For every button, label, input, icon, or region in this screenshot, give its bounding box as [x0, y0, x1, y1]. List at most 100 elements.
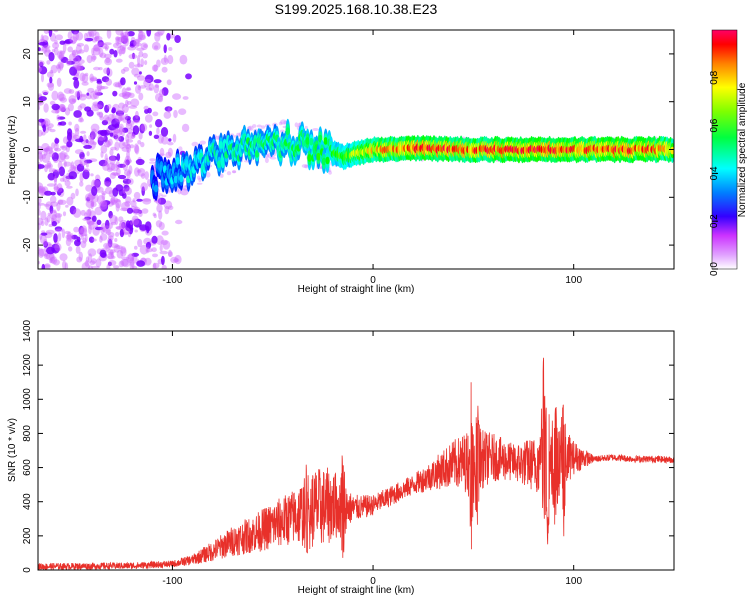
spectrogram-noise-blob — [53, 209, 57, 214]
spectrogram-ytick-label: 10 — [22, 96, 33, 108]
spectrogram-noise-blob — [156, 204, 163, 213]
spectrogram-noise-blob — [83, 44, 90, 53]
spectrogram-noise-blob — [57, 189, 62, 196]
spectrogram-noise-blob — [85, 256, 89, 264]
spectrogram-noise-blob — [100, 200, 108, 207]
spectrogram-halo-blob — [261, 125, 266, 129]
spectrogram-noise-blob — [105, 229, 112, 236]
spectrogram-noise-blob — [98, 201, 108, 210]
spectrogram-noise-blob — [128, 178, 134, 185]
colorbar-tick-label: 0.0 — [709, 262, 720, 276]
spectrogram-noise-blob — [140, 173, 146, 179]
spectrogram-noise-blob — [138, 132, 143, 140]
spectrogram-noise-blob — [71, 30, 80, 35]
spectrogram-noise-blob — [120, 246, 127, 254]
spectrogram-noise-blob — [86, 194, 96, 200]
spectrogram-noise-blob — [86, 209, 92, 217]
spectrogram-noise-blob — [84, 216, 92, 220]
spectrogram-noise-blob — [94, 36, 100, 42]
spectrogram-noise-blob — [158, 210, 163, 220]
spectrogram-noise-blob — [175, 219, 183, 225]
spectrogram-noise-blob — [99, 233, 108, 241]
spectrogram-noise-blob — [72, 50, 76, 58]
spectrogram-noise-blob — [160, 126, 169, 137]
spectrogram-noise-blob — [66, 185, 73, 189]
spectrogram-noise-blob — [118, 222, 125, 230]
spectrogram-noise-blob — [115, 58, 123, 63]
spectrogram-noise-blob — [79, 103, 86, 109]
snr-ytick-label: 400 — [22, 493, 33, 510]
spectrogram-noise-blob — [81, 73, 89, 84]
snr-ytick-label: 200 — [22, 527, 33, 544]
spectrogram-noise-blob — [84, 159, 93, 164]
spectrogram-noise-blob — [142, 198, 152, 205]
spectrogram-noise-blob — [113, 81, 122, 88]
spectrogram-noise-blob — [140, 182, 148, 192]
spectrogram-noise-blob — [123, 36, 129, 47]
spectrogram-noise-blob — [38, 118, 44, 123]
spectrogram-noise-blob — [54, 39, 58, 45]
spectrogram-noise-blob — [44, 253, 48, 257]
spectrogram-noise-blob — [105, 186, 113, 195]
spectrogram-noise-blob — [104, 153, 108, 164]
spectrogram-noise-blob — [82, 217, 90, 221]
spectrogram-noise-blob — [61, 228, 66, 239]
spectrogram-noise-blob — [44, 164, 48, 173]
spectrogram-noise-blob — [87, 208, 92, 218]
spectrogram-halo-blob — [294, 122, 299, 128]
spectrogram-noise-blob — [141, 208, 149, 214]
spectrogram-noise-blob — [104, 53, 112, 59]
spectrogram-noise-blob — [109, 172, 116, 179]
spectrogram-noise-blob — [96, 111, 101, 116]
spectrogram-noise-blob — [166, 79, 172, 86]
spectrogram-noise-blob — [157, 30, 165, 36]
spectrogram-noise-blob — [105, 219, 110, 230]
spectrogram-noise-blob — [58, 93, 66, 102]
spectrogram-noise-blob — [148, 83, 154, 91]
spectrogram-noise-blob — [137, 62, 141, 67]
spectrogram-noise-blob — [106, 253, 114, 260]
spectrogram-noise-blob — [87, 265, 94, 269]
spectrogram-noise-blob — [144, 114, 153, 123]
spectrogram-noise-blob — [173, 258, 180, 263]
spectrogram-noise-blob — [53, 186, 60, 191]
spectrogram-noise-blob — [167, 107, 171, 114]
spectrogram-noise-blob — [72, 166, 77, 170]
spectrogram-noise-blob — [163, 200, 173, 210]
spectrogram-noise-blob — [122, 161, 128, 171]
spectrogram-noise-blob — [55, 34, 63, 41]
spectrogram-noise-blob — [136, 169, 142, 173]
spectrogram-noise-blob — [155, 93, 163, 102]
spectrogram-noise-blob — [78, 225, 85, 235]
spectrogram-noise-blob — [84, 37, 94, 42]
spectrogram-noise-blob — [129, 261, 135, 269]
spectrogram-noise-blob — [152, 111, 159, 117]
spectrogram-noise-blob — [116, 167, 121, 177]
spectrogram-noise-blob — [87, 87, 95, 93]
spectrogram-noise-blob — [101, 76, 110, 83]
spectrogram-noise-blob — [44, 49, 51, 53]
spectrogram-noise-blob — [104, 58, 112, 66]
spectrogram-noise-blob — [125, 196, 132, 204]
spectrogram-noise-blob — [69, 233, 74, 243]
spectrogram-noise-blob — [107, 238, 113, 248]
spectrogram-noise-blob — [65, 204, 69, 208]
spectrogram-noise-blob — [102, 225, 111, 234]
spectrogram-noise-blob — [59, 50, 66, 55]
spectrogram-noise-blob — [158, 222, 165, 230]
spectrogram-halo-blob — [196, 182, 203, 185]
spectrogram-noise-blob — [134, 64, 143, 68]
spectrogram-noise-blob — [124, 30, 129, 39]
spectrogram-marks — [38, 30, 674, 269]
spectrogram-noise-blob — [138, 71, 142, 75]
spectrogram-noise-blob — [40, 188, 44, 196]
spectrogram-noise-blob — [124, 144, 131, 150]
spectrogram-noise-blob — [110, 221, 117, 226]
spectrogram-noise-blob — [49, 195, 57, 204]
spectrogram-noise-blob — [52, 42, 60, 49]
spectrogram-noise-blob — [135, 84, 142, 94]
spectrogram-noise-blob — [159, 147, 165, 157]
spectrogram-noise-blob — [48, 123, 54, 128]
spectrogram-noise-blob — [45, 146, 53, 155]
